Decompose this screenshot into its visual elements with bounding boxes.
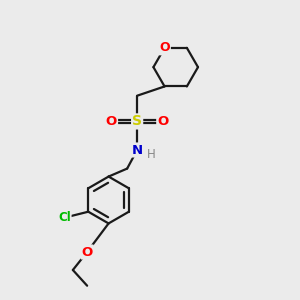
Text: S: S — [132, 114, 142, 128]
Text: O: O — [106, 115, 117, 128]
Text: N: N — [132, 143, 143, 157]
Text: O: O — [159, 41, 170, 54]
Text: O: O — [82, 245, 93, 259]
Text: O: O — [157, 115, 169, 128]
Text: H: H — [147, 148, 156, 161]
Text: Cl: Cl — [58, 211, 71, 224]
